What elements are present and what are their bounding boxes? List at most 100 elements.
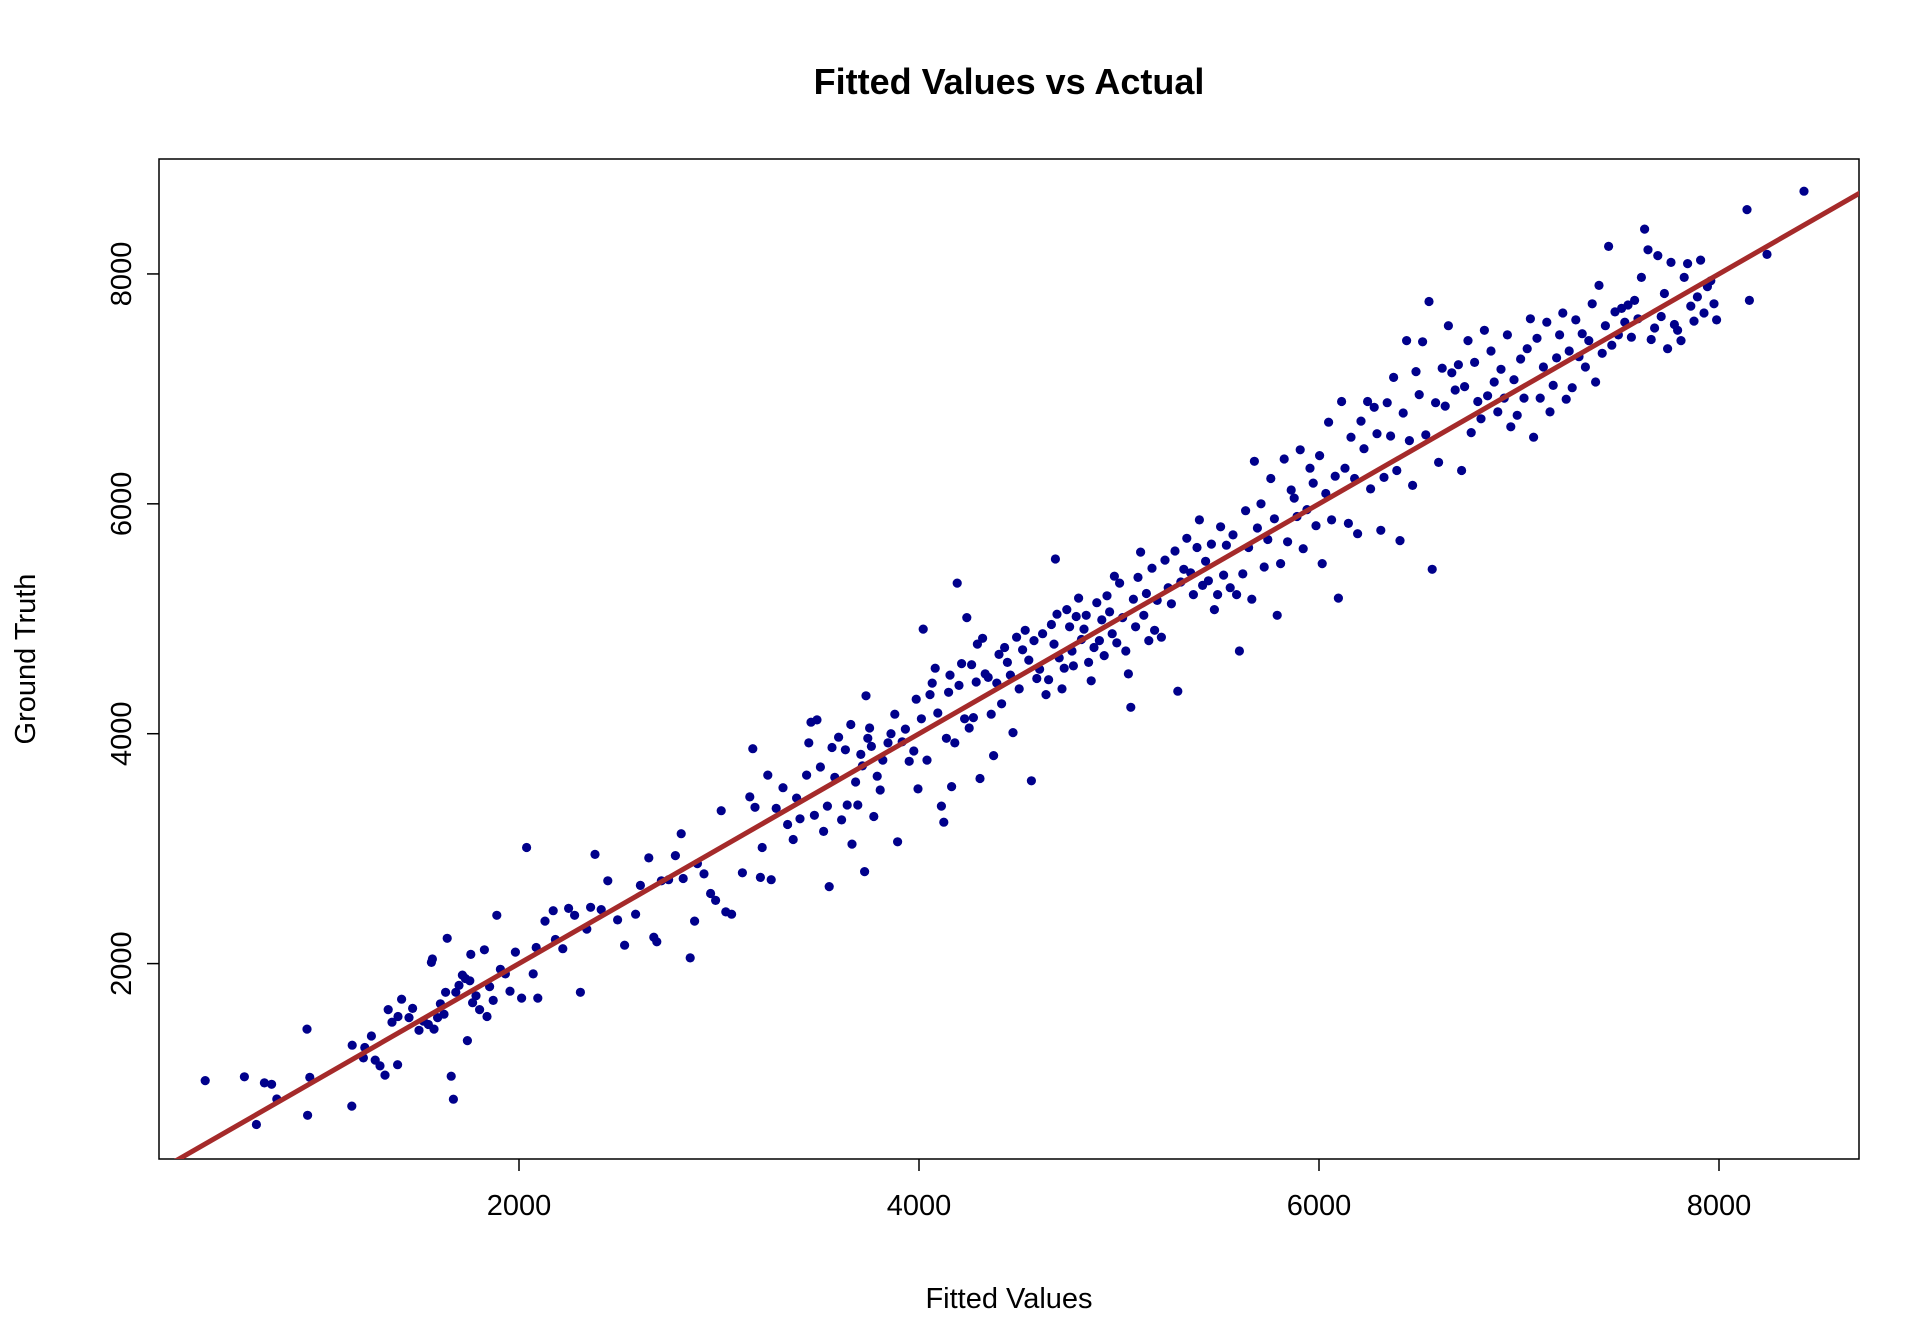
data-point (1179, 564, 1189, 574)
data-point (1079, 624, 1089, 634)
data-point (1431, 398, 1441, 408)
data-point (1308, 478, 1318, 488)
data-point (251, 1119, 261, 1130)
x-tick-label: 4000 (887, 1190, 952, 1222)
data-point (397, 994, 407, 1004)
data-point (1386, 431, 1396, 441)
data-point (745, 792, 755, 802)
data-point (462, 1036, 472, 1046)
data-point (1366, 484, 1376, 494)
data-point (863, 733, 873, 743)
data-point (1201, 556, 1211, 566)
data-point (533, 993, 543, 1003)
x-tick-label: 6000 (1287, 1190, 1352, 1222)
data-point (1026, 776, 1036, 786)
data-point (454, 980, 464, 991)
data-point (913, 784, 923, 794)
data-point (1656, 311, 1666, 322)
data-point (1532, 333, 1542, 343)
y-tick-label: 4000 (106, 701, 138, 766)
data-point (1081, 610, 1091, 620)
data-point (1346, 432, 1356, 442)
data-point (778, 783, 788, 793)
data-point (737, 868, 748, 878)
data-point (1676, 336, 1686, 346)
data-point (1353, 529, 1363, 539)
data-point (393, 1011, 403, 1022)
data-point (904, 756, 914, 766)
data-point (302, 1024, 312, 1034)
data-point (945, 670, 955, 680)
data-point (570, 910, 580, 920)
data-point (1369, 402, 1379, 412)
data-point (1470, 357, 1480, 367)
data-point (1002, 657, 1013, 668)
data-point (1552, 353, 1562, 363)
data-point (1421, 430, 1431, 440)
data-point (517, 993, 527, 1003)
data-point (387, 1017, 397, 1027)
data-point (303, 1110, 313, 1120)
data-point (1640, 224, 1650, 234)
chart-title: Fitted Values vs Actual (814, 61, 1205, 102)
data-point (564, 903, 574, 914)
data-point (1241, 506, 1251, 516)
data-point (375, 1061, 385, 1071)
data-point (766, 875, 776, 885)
data-point (983, 672, 993, 683)
points-layer (200, 186, 1809, 1130)
data-point (716, 806, 726, 816)
data-point (1188, 590, 1198, 600)
data-point (1000, 642, 1010, 653)
data-point (827, 742, 837, 753)
data-point (1799, 186, 1809, 196)
data-point (439, 1009, 449, 1019)
data-point (620, 940, 630, 950)
data-point (1686, 301, 1696, 311)
data-point (1447, 368, 1457, 378)
data-point (1587, 299, 1597, 309)
data-point (1311, 521, 1321, 531)
data-point (427, 954, 437, 964)
x-tick-label: 8000 (1687, 1190, 1752, 1222)
data-point (510, 947, 520, 957)
data-point (856, 749, 866, 760)
data-point (1094, 636, 1104, 646)
data-point (1692, 292, 1702, 302)
data-point (1221, 540, 1231, 550)
data-point (1440, 401, 1450, 411)
data-point (1041, 690, 1051, 700)
data-point (1170, 546, 1180, 556)
data-point (1128, 594, 1138, 604)
data-point (429, 1024, 439, 1034)
data-point (1276, 559, 1286, 569)
data-point (822, 801, 833, 811)
data-point (1437, 363, 1447, 373)
y-axis: 2000 4000 6000 8000 (106, 242, 159, 996)
data-point (1131, 622, 1141, 632)
plot-frame (158, 158, 1860, 1160)
data-point (869, 811, 879, 822)
data-point (1659, 288, 1669, 299)
data-point (575, 987, 586, 997)
data-point (834, 732, 844, 742)
data-point (853, 800, 863, 810)
data-point (635, 880, 646, 891)
data-point (944, 687, 954, 697)
data-point (1259, 562, 1269, 572)
data-point (1062, 605, 1072, 615)
data-point (1144, 636, 1154, 646)
data-point (1650, 323, 1660, 333)
data-point (685, 953, 695, 963)
data-point (757, 842, 767, 853)
data-point (1418, 337, 1428, 347)
data-point (652, 937, 662, 947)
data-point (1712, 315, 1722, 325)
data-point (842, 800, 852, 810)
data-point (1555, 330, 1565, 340)
data-point (812, 715, 822, 725)
data-point (1525, 314, 1535, 324)
data-point (1359, 444, 1369, 454)
data-point (960, 714, 970, 724)
